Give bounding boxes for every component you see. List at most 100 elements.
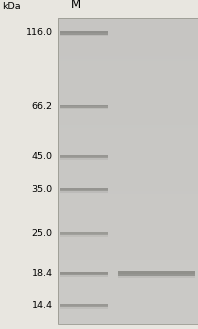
Bar [58,204,198,207]
Bar [60,188,108,191]
Bar [60,31,108,33]
Bar [58,89,198,92]
Bar [58,64,198,66]
Bar [58,316,198,319]
Bar [58,253,198,255]
Bar [58,291,198,293]
Bar [118,276,195,278]
Bar [118,271,195,274]
Bar [58,102,198,105]
Bar [60,35,108,37]
Bar [60,235,108,237]
Bar [58,238,198,240]
Bar [58,321,198,324]
Bar [58,171,198,174]
Bar [58,151,198,153]
Bar [58,74,198,77]
Bar [58,181,198,184]
Bar [58,82,198,85]
Bar [58,92,198,95]
Bar [58,174,198,176]
Bar [58,136,198,138]
Bar [58,309,198,311]
Bar [58,128,198,130]
Bar [58,168,198,171]
Bar [58,207,198,209]
Bar [60,232,108,235]
Bar [58,31,198,34]
Bar [58,227,198,230]
Bar [58,258,198,260]
Bar [58,212,198,215]
Bar [58,260,198,263]
Bar [58,72,198,74]
Text: 66.2: 66.2 [31,102,52,111]
Bar [58,202,198,204]
Bar [58,143,198,145]
Bar [58,138,198,140]
Bar [58,56,198,59]
Bar [58,18,198,324]
Bar [60,307,108,309]
Bar [58,263,198,266]
Bar [58,283,198,286]
Bar [60,105,108,106]
Bar [58,230,198,232]
Bar [58,107,198,110]
Bar [58,176,198,179]
Bar [58,62,198,64]
Bar [58,215,198,217]
Bar [58,69,198,72]
Bar [58,38,198,41]
Bar [60,155,108,157]
Bar [58,36,198,38]
Bar [58,125,198,128]
Bar [58,77,198,79]
Bar [60,304,108,306]
Bar [58,250,198,253]
Bar [58,296,198,299]
Text: M: M [71,0,81,11]
Text: 45.0: 45.0 [31,152,52,161]
Bar [58,268,198,270]
Bar [60,108,108,109]
Bar [58,266,198,268]
Bar [60,155,108,158]
Bar [58,161,198,164]
Bar [58,28,198,31]
Bar [60,232,108,234]
Bar [60,191,108,193]
Bar [58,209,198,212]
Bar [58,18,198,21]
Text: 25.0: 25.0 [31,229,52,238]
Bar [58,222,198,225]
Bar [58,51,198,54]
Bar [58,232,198,235]
Bar [58,97,198,100]
Bar [60,272,108,274]
Bar [58,255,198,258]
Bar [58,133,198,136]
Bar [60,275,108,277]
Bar [58,145,198,148]
Bar [58,217,198,219]
Bar [58,314,198,316]
Bar [58,240,198,242]
Bar [58,245,198,248]
Bar [58,123,198,125]
Text: 116.0: 116.0 [26,29,52,38]
Bar [60,304,108,307]
Bar [58,54,198,56]
Bar [60,105,108,108]
Bar [58,286,198,288]
Bar [58,293,198,296]
Bar [58,59,198,62]
Bar [58,34,198,36]
Bar [58,270,198,273]
Bar [58,194,198,196]
Bar [118,271,195,276]
Bar [58,110,198,113]
Bar [58,319,198,321]
Bar [58,225,198,227]
Bar [58,156,198,158]
